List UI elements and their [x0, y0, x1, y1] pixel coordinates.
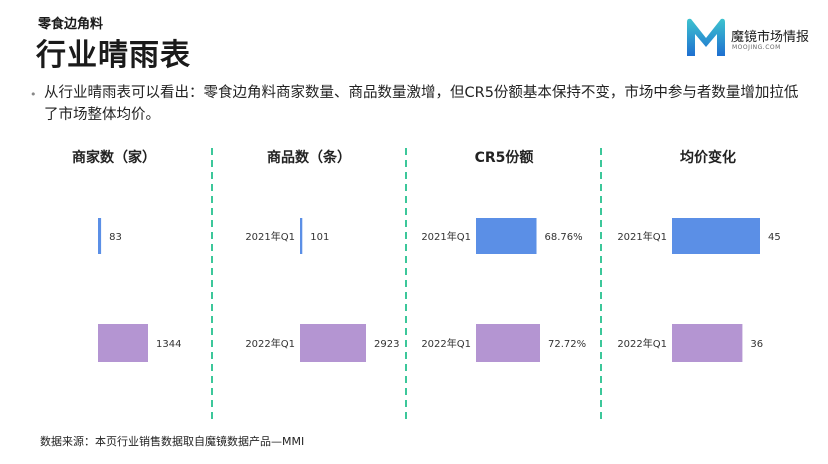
bar [672, 324, 743, 362]
category-label: 2022年Q1 [617, 337, 667, 350]
data-label: 83 [109, 232, 122, 243]
chart-title: 商家数（家） [72, 149, 156, 166]
bullet-icon: • [30, 88, 37, 101]
bar [476, 218, 537, 254]
bar [98, 324, 148, 362]
data-source: 数据来源：本页行业销售数据取自魔镜数据产品—MMI [40, 435, 305, 448]
data-label: 2923 [374, 339, 399, 350]
brand-logo: 魔镜市场情报 MOOJING.COM [684, 16, 809, 58]
data-label: 36 [750, 339, 763, 350]
moojing-logo-icon [687, 18, 725, 56]
bar [300, 218, 303, 254]
data-label: 68.76% [545, 232, 583, 243]
category-label: 2022年Q1 [245, 337, 295, 350]
category-label: 2021年Q1 [617, 230, 667, 243]
summary-text: 从行业晴雨表可以看出：零食边角料商家数量、商品数量激增，但CR5份额基本保持不变… [44, 85, 799, 123]
bar [476, 324, 540, 362]
page-subtitle: 零食边角料 [38, 17, 104, 32]
category-label: 2022年Q1 [421, 337, 471, 350]
data-label: 72.72% [548, 339, 586, 350]
data-label: 1344 [156, 339, 181, 350]
chart-title: 均价变化 [680, 149, 736, 166]
bar [300, 324, 366, 362]
page-title: 行业晴雨表 [36, 38, 191, 73]
category-label: 2021年Q1 [245, 230, 295, 243]
category-label: 2021年Q1 [421, 230, 471, 243]
data-label: 101 [310, 232, 329, 243]
chart-title: 商品数（条） [267, 149, 351, 166]
bar [672, 218, 760, 254]
logo-url: MOOJING.COM [732, 44, 781, 51]
bar [98, 218, 102, 254]
chart-title: CR5份额 [475, 149, 534, 166]
data-label: 45 [768, 232, 781, 243]
logo-name: 魔镜市场情报 [731, 30, 810, 45]
